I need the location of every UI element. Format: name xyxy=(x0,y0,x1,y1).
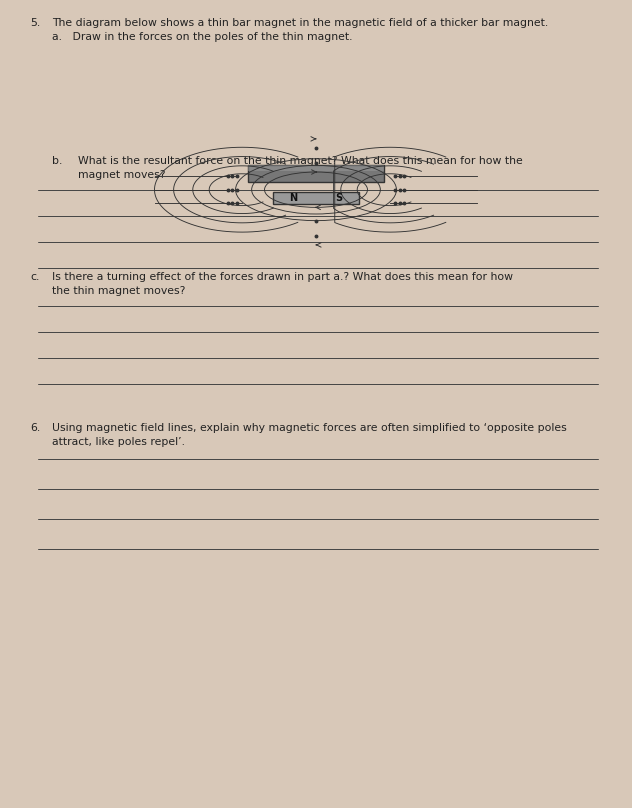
Text: the thin magnet moves?: the thin magnet moves? xyxy=(52,286,185,296)
Text: What is the resultant force on the thin magnet? What does this mean for how the: What is the resultant force on the thin … xyxy=(78,156,523,166)
Bar xyxy=(248,166,384,182)
Text: c.: c. xyxy=(30,272,39,282)
Text: The diagram below shows a thin bar magnet in the magnetic field of a thicker bar: The diagram below shows a thin bar magne… xyxy=(52,18,548,28)
Text: a.   Draw in the forces on the poles of the thin magnet.: a. Draw in the forces on the poles of th… xyxy=(52,32,353,42)
Text: N: N xyxy=(289,193,298,203)
Text: magnet moves?: magnet moves? xyxy=(78,170,166,180)
Text: 5.: 5. xyxy=(30,18,40,28)
Text: Using magnetic field lines, explain why magnetic forces are often simplified to : Using magnetic field lines, explain why … xyxy=(52,423,567,433)
Bar xyxy=(248,166,384,171)
Text: b.: b. xyxy=(52,156,63,166)
Text: 6.: 6. xyxy=(30,423,40,433)
Bar xyxy=(272,191,360,204)
Text: S: S xyxy=(335,193,342,203)
Text: attract, like poles repel’.: attract, like poles repel’. xyxy=(52,437,185,447)
Text: Is there a turning effect of the forces drawn in part a.? What does this mean fo: Is there a turning effect of the forces … xyxy=(52,272,513,282)
